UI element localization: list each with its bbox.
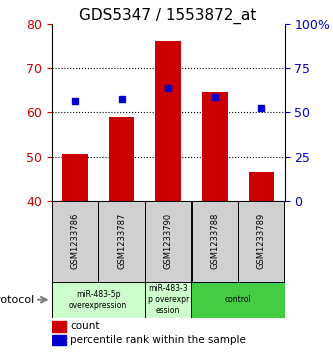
Text: GSM1233789: GSM1233789 — [257, 213, 266, 269]
FancyBboxPatch shape — [145, 201, 191, 282]
Text: protocol: protocol — [0, 295, 34, 305]
Bar — [52, 335, 66, 346]
FancyBboxPatch shape — [52, 282, 145, 318]
Text: count: count — [70, 321, 100, 331]
FancyBboxPatch shape — [145, 282, 191, 318]
Bar — [109, 117, 134, 201]
FancyBboxPatch shape — [191, 282, 285, 318]
Text: GSM1233790: GSM1233790 — [164, 213, 173, 269]
Text: GSM1233786: GSM1233786 — [70, 213, 80, 269]
Bar — [52, 321, 66, 332]
FancyBboxPatch shape — [99, 201, 145, 282]
Text: GSM1233788: GSM1233788 — [210, 213, 219, 269]
Bar — [202, 92, 228, 201]
Text: miR-483-3
p overexpr
ession: miR-483-3 p overexpr ession — [148, 284, 189, 315]
Text: miR-483-5p
overexpression: miR-483-5p overexpression — [69, 290, 127, 310]
Title: GDS5347 / 1553872_at: GDS5347 / 1553872_at — [80, 7, 257, 24]
Bar — [62, 154, 88, 201]
Text: control: control — [225, 295, 251, 304]
FancyBboxPatch shape — [192, 201, 238, 282]
Text: percentile rank within the sample: percentile rank within the sample — [70, 335, 246, 345]
Text: GSM1233787: GSM1233787 — [117, 213, 126, 269]
Bar — [248, 172, 274, 201]
FancyBboxPatch shape — [52, 201, 98, 282]
Bar — [155, 41, 181, 201]
FancyBboxPatch shape — [238, 201, 284, 282]
